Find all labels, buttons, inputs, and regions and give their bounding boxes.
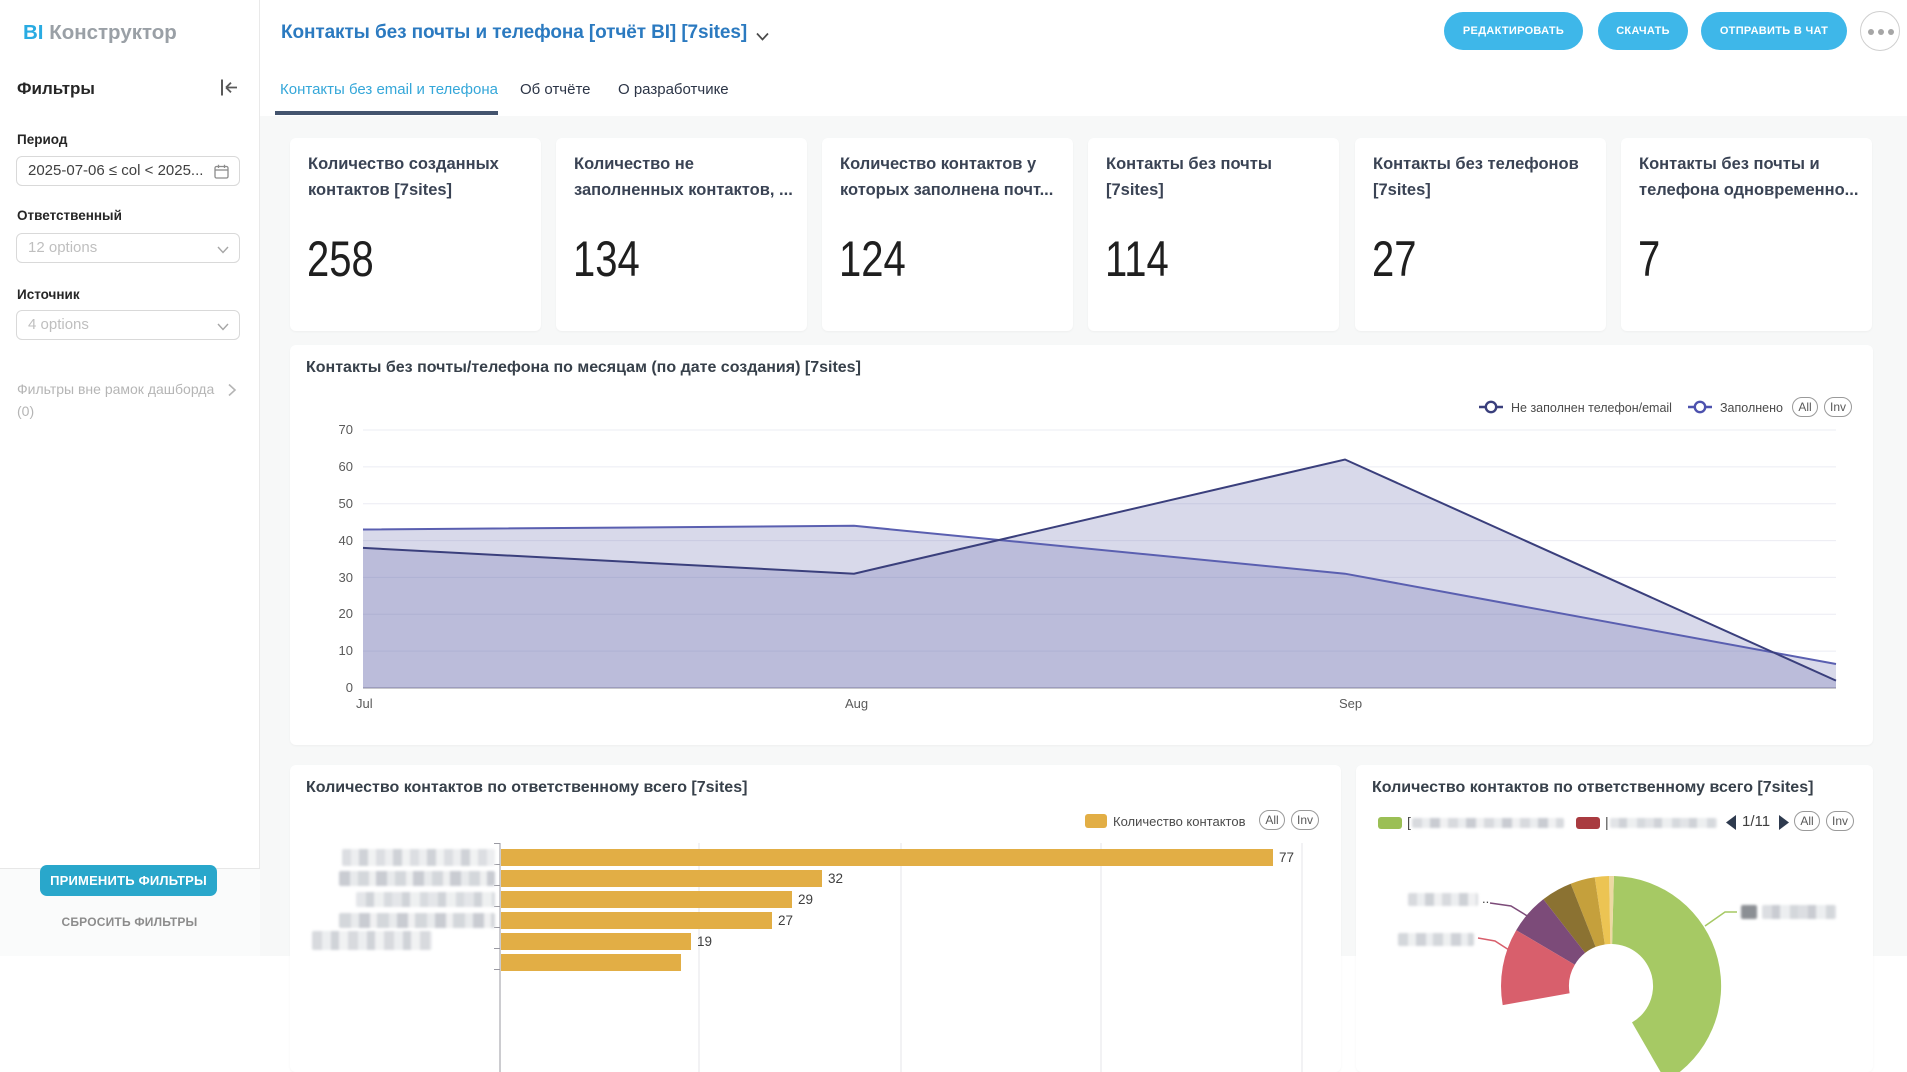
svg-text:29: 29 (798, 892, 813, 907)
svg-text:32: 32 (828, 871, 843, 886)
svg-text:10: 10 (339, 643, 353, 658)
svg-text:60: 60 (339, 459, 353, 474)
svg-text:0: 0 (346, 680, 353, 695)
svg-text:Sep: Sep (1339, 696, 1362, 711)
svg-text:70: 70 (339, 422, 353, 437)
svg-text:19: 19 (697, 934, 712, 949)
svg-text:77: 77 (1279, 850, 1294, 865)
svg-text:Jul: Jul (356, 696, 373, 711)
svg-text:Заполнено: Заполнено (1720, 401, 1783, 415)
svg-text:30: 30 (339, 570, 353, 585)
svg-text:27: 27 (778, 913, 793, 928)
svg-text:Не заполнен телефон/email: Не заполнен телефон/email (1511, 401, 1672, 415)
svg-text:40: 40 (339, 533, 353, 548)
svg-text:20: 20 (339, 606, 353, 621)
svg-text:Aug: Aug (845, 696, 868, 711)
svg-text:50: 50 (339, 496, 353, 511)
